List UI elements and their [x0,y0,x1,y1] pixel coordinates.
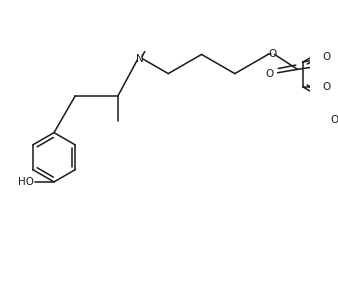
Text: O: O [266,69,274,79]
Text: O: O [331,115,338,125]
Text: HO: HO [18,177,34,187]
Text: N: N [136,54,143,64]
Text: O: O [322,52,330,62]
Text: O: O [322,82,330,92]
Text: O: O [269,49,277,59]
